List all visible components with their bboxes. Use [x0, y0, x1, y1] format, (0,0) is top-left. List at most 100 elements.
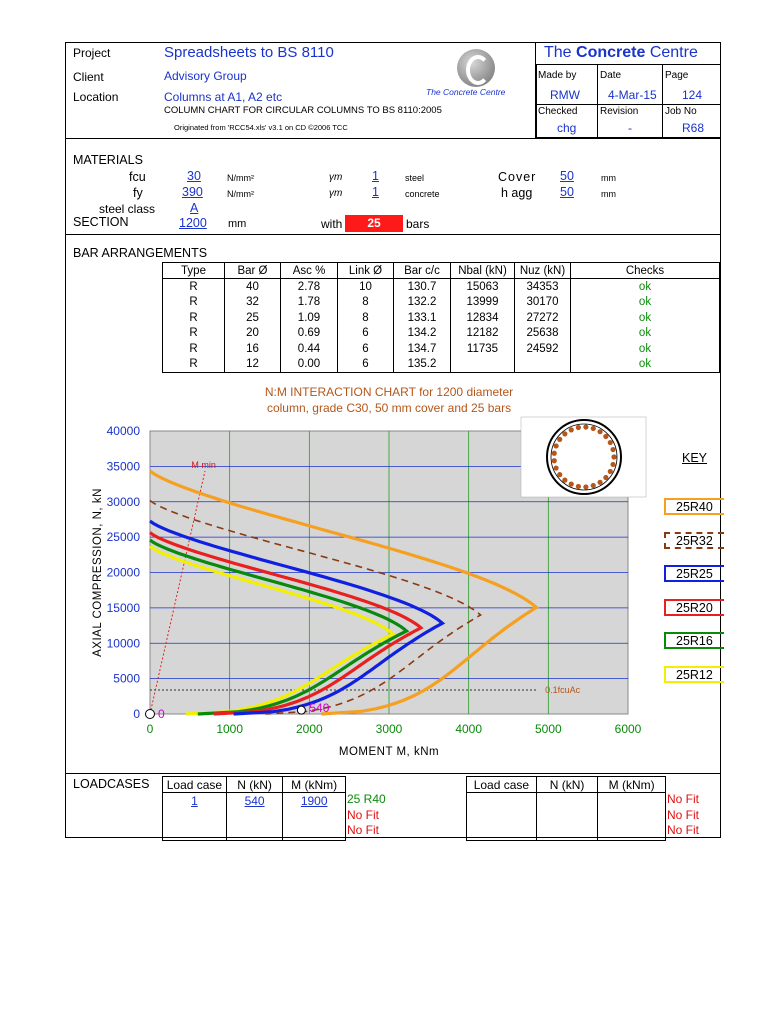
col-link: Link Ø — [337, 261, 394, 280]
check-status: ok — [570, 325, 720, 341]
table-cell: 11735 — [450, 340, 515, 357]
y-tick-label: 30000 — [107, 495, 141, 509]
table-cell: 27272 — [514, 310, 571, 326]
key-title: KEY — [682, 451, 708, 465]
loadcase-input-cell[interactable] — [162, 824, 227, 841]
loadcase-input-cell[interactable]: 540 — [225, 792, 284, 809]
col-checks: Checks — [570, 261, 720, 280]
table-cell: 0.44 — [280, 340, 338, 357]
section-value[interactable]: 1200 — [179, 216, 207, 230]
table-cell — [514, 356, 571, 373]
col-nbal: Nbal (kN) — [450, 261, 515, 280]
project-value: Spreadsheets to BS 8110 — [164, 44, 334, 61]
table-row — [466, 824, 666, 841]
rebar-dot — [557, 472, 563, 478]
section-unit: mm — [228, 218, 247, 230]
table-row — [162, 824, 346, 841]
gm-steel-value[interactable]: 1 — [372, 169, 379, 183]
x-axis-label: MOMENT M, kNm — [339, 746, 439, 758]
rebar-dot — [575, 424, 581, 431]
y-tick-label: 35000 — [107, 459, 141, 473]
loadcases-heading: LOADCASES — [73, 777, 150, 791]
loadcase-input-cell[interactable] — [466, 792, 537, 809]
gm-label-2: γm — [329, 188, 343, 199]
table-row: R 16 0.44 6 134.7 11735 24592 ok — [162, 340, 720, 357]
loadcase-result: No Fit — [347, 807, 380, 822]
rebar-dot — [575, 483, 581, 490]
hagg-unit: mm — [601, 189, 616, 199]
loadcases-table-left: Load case N (kN) M (kNm) 1 540 1900 — [162, 776, 346, 841]
bars-label: bars — [406, 217, 430, 231]
rebar-dot — [562, 431, 568, 437]
rebar-dot — [551, 458, 557, 464]
rebar-dot — [597, 479, 603, 485]
loadcase-result: No Fit — [347, 823, 380, 837]
with-label: with — [321, 217, 343, 231]
legend-item: 25R40 — [664, 498, 724, 515]
rebar-dot — [607, 439, 613, 446]
logo-text: The Concrete Centre — [426, 87, 506, 97]
table-cell: 12 — [224, 356, 281, 373]
cover-value[interactable]: 50 — [560, 169, 574, 183]
lc-col-case: Load case — [162, 776, 227, 793]
lc-right-col-case: Load case — [466, 776, 537, 793]
load-point-marker — [296, 705, 306, 715]
table-cell: 6 — [337, 325, 394, 341]
check-status: ok — [570, 340, 720, 357]
job-label: Job No — [665, 106, 697, 117]
loadcase-input-cell[interactable] — [597, 808, 666, 824]
loadcase-input-cell[interactable] — [535, 824, 599, 841]
table-row: 1 540 1900 — [162, 792, 346, 809]
table-cell: 1.09 — [280, 310, 338, 326]
col-bar-cc: Bar c/c — [393, 261, 451, 280]
loadcase-input-cell[interactable] — [225, 824, 284, 841]
loadcase-input-cell[interactable] — [282, 808, 346, 824]
loadcase-input-cell[interactable] — [597, 824, 666, 841]
loadcase-input-cell[interactable] — [282, 824, 346, 841]
loadcase-input-cell[interactable] — [225, 808, 284, 824]
x-tick-label: 2000 — [296, 722, 323, 736]
hagg-value[interactable]: 50 — [560, 185, 574, 199]
bars-count[interactable]: 25 — [345, 215, 403, 232]
series-curve-25R40 — [149, 469, 540, 716]
table-cell: 6 — [337, 356, 394, 373]
loadcase-input-cell[interactable] — [535, 808, 599, 824]
calc-sheet: Project Spreadsheets to BS 8110 Client A… — [65, 42, 724, 841]
origin-point-label: 0 — [158, 707, 165, 721]
section-label: SECTION — [73, 215, 129, 229]
col-type: Type — [162, 261, 225, 280]
rebar-dot — [590, 482, 596, 489]
loadcase-input-cell[interactable] — [535, 792, 599, 809]
table-cell: 16 — [224, 340, 281, 357]
loadcase-input-cell[interactable] — [162, 808, 227, 824]
table-cell: R — [162, 278, 225, 295]
table-cell: 12182 — [450, 325, 515, 341]
gm-concrete-value[interactable]: 1 — [372, 185, 379, 199]
x-tick-label: 1000 — [216, 722, 243, 736]
rebar-dot — [603, 474, 609, 481]
legend-item: 25R32 — [664, 531, 724, 549]
loadcase-input-cell[interactable] — [597, 792, 666, 809]
fy-value[interactable]: 390 — [182, 185, 203, 199]
job-cell — [662, 104, 721, 138]
location-value: Columns at A1, A2 etc — [164, 90, 283, 104]
rebar-dot — [583, 424, 589, 430]
loadcase-input-cell[interactable] — [466, 824, 537, 841]
series-curve-25R12 — [149, 545, 396, 716]
series-curve-25R20 — [149, 531, 424, 716]
loadcase-result: No Fit — [667, 807, 700, 822]
loadcase-input-cell[interactable]: 1 — [162, 792, 227, 809]
loadcase-input-cell[interactable]: 1900 — [282, 792, 346, 809]
legend-item: 25R25 — [664, 565, 724, 582]
table-cell: 0.00 — [280, 356, 338, 373]
table-cell: 34353 — [514, 278, 571, 295]
table-cell: 12834 — [450, 310, 515, 326]
table-cell: 6 — [337, 340, 394, 357]
rebar-dot — [610, 461, 616, 468]
steel-class-value[interactable]: A — [190, 201, 199, 215]
loadcase-input-cell[interactable] — [466, 808, 537, 824]
fcu-value[interactable]: 30 — [187, 169, 201, 183]
fy-unit: N/mm² — [227, 189, 254, 199]
interaction-chart: N:M INTERACTION CHART for 1200 diameter c… — [92, 385, 647, 758]
rebar-dot — [568, 481, 574, 487]
